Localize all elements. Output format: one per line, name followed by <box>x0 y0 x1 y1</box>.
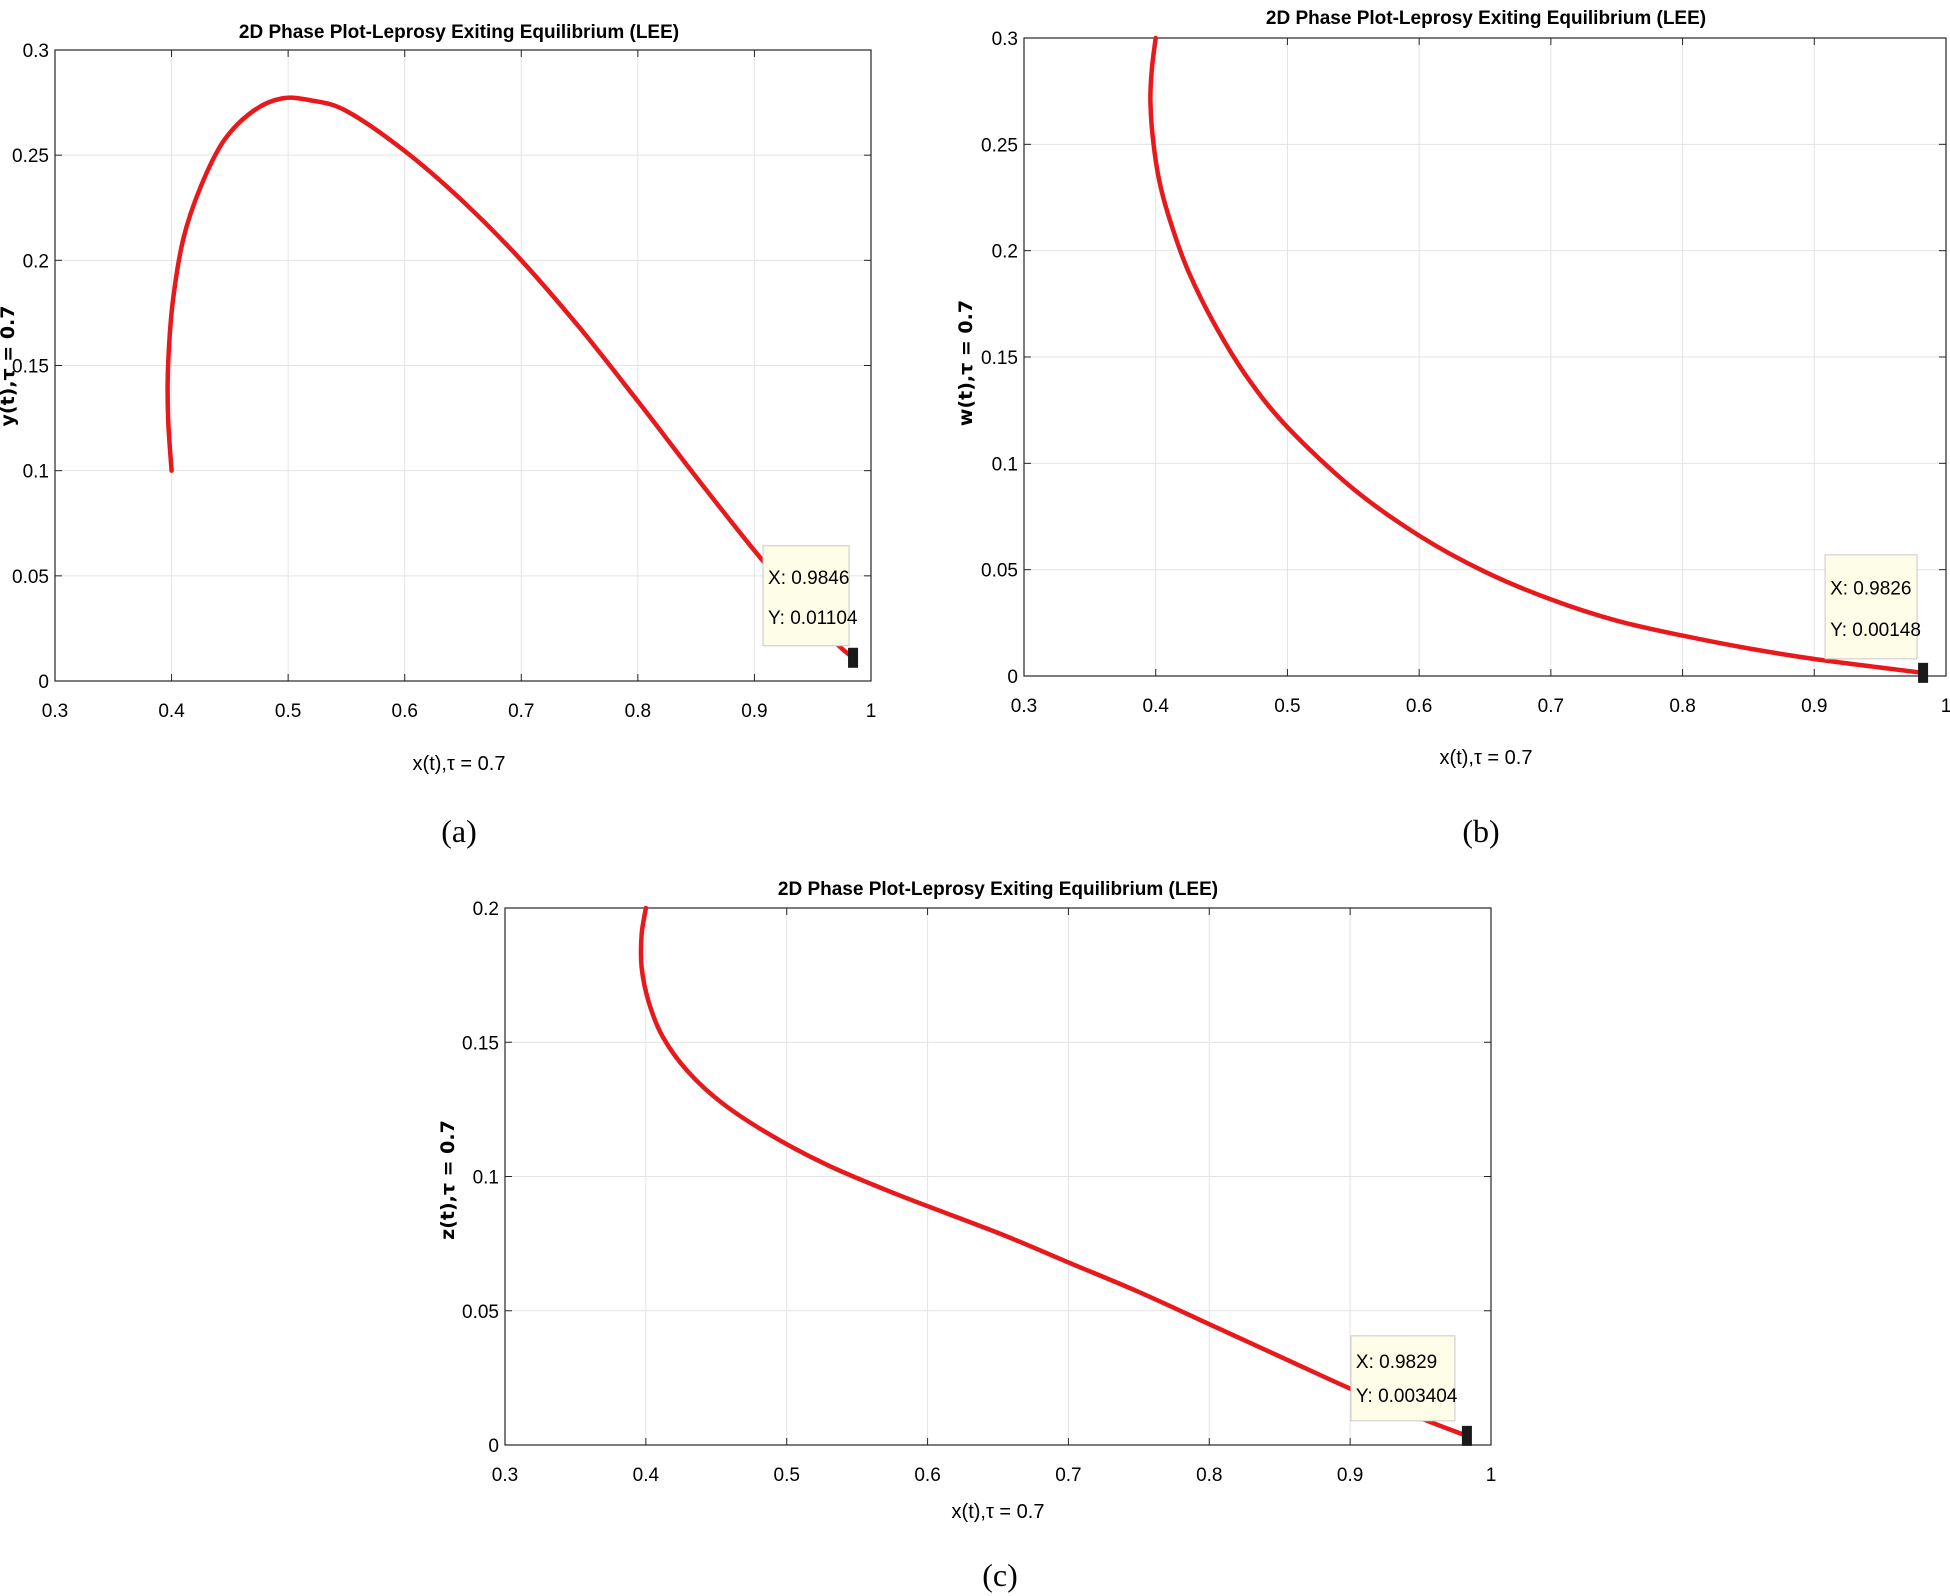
trajectory-line <box>1148 35 1926 676</box>
trajectory-line <box>165 95 856 661</box>
x-tick-label: 0.5 <box>774 1465 800 1486</box>
y-axis-label: z(t),τ = 0.7 <box>437 1120 459 1240</box>
x-tick-label: 0.8 <box>625 701 651 722</box>
x-tick-label: 0.8 <box>1669 696 1695 717</box>
datatip-box[interactable] <box>762 545 850 647</box>
subplot-c: 2D Phase Plot-Leprosy Exiting Equilibriu… <box>437 879 1496 1593</box>
x-axis-label: x(t),τ = 0.7 <box>952 1501 1045 1523</box>
x-tick-label: 1 <box>1486 1465 1497 1486</box>
y-tick-label: 0.25 <box>12 146 49 167</box>
y-tick-label: 0.2 <box>992 242 1018 263</box>
datatip-x-value: X: 0.9846 <box>768 568 849 589</box>
chart-title: 2D Phase Plot-Leprosy Exiting Equilibriu… <box>239 22 679 43</box>
y-tick-label: 0.05 <box>12 567 49 588</box>
y-tick-label: 0.15 <box>981 348 1018 369</box>
datatip-x-value: X: 0.9826 <box>1830 578 1911 599</box>
panel-label: (b) <box>1462 813 1499 849</box>
y-tick-label: 0.1 <box>23 462 49 483</box>
y-tick-label: 0.1 <box>992 454 1018 475</box>
x-tick-label: 0.6 <box>914 1465 940 1486</box>
y-tick-label: 0.3 <box>992 29 1018 50</box>
y-tick-label: 0.05 <box>981 561 1018 582</box>
y-tick-label: 0 <box>38 672 49 693</box>
subplot-b: 2D Phase Plot-Leprosy Exiting Equilibriu… <box>955 8 1950 849</box>
trajectory-line <box>638 905 1470 1439</box>
chart-title: 2D Phase Plot-Leprosy Exiting Equilibriu… <box>1266 8 1706 29</box>
x-tick-label: 0.7 <box>508 701 534 722</box>
datatip-box[interactable] <box>1350 1335 1456 1422</box>
panel-label: (c) <box>982 1557 1018 1593</box>
x-tick-label: 0.9 <box>1801 696 1827 717</box>
datatip-x-value: X: 0.9829 <box>1356 1352 1437 1373</box>
y-tick-label: 0.2 <box>23 251 49 272</box>
x-tick-label: 0.3 <box>42 701 68 722</box>
datatip-y-value: Y: 0.01104 <box>768 608 858 629</box>
y-axis-label: y(t),τ = 0.7 <box>0 306 19 427</box>
x-tick-label: 0.7 <box>1538 696 1564 717</box>
y-tick-label: 0.15 <box>12 357 49 378</box>
x-tick-label: 0.6 <box>392 701 418 722</box>
x-tick-label: 1 <box>1941 696 1950 717</box>
x-tick-label: 0.8 <box>1196 1465 1222 1486</box>
y-tick-label: 0.05 <box>462 1302 499 1323</box>
x-tick-label: 0.7 <box>1055 1465 1081 1486</box>
datatip-marker[interactable] <box>1461 1425 1472 1446</box>
datatip-marker[interactable] <box>1918 662 1929 683</box>
x-tick-label: 1 <box>866 701 877 722</box>
y-tick-label: 0.1 <box>473 1168 499 1189</box>
x-tick-label: 0.5 <box>275 701 301 722</box>
y-tick-label: 0.3 <box>23 41 49 62</box>
panel-label: (a) <box>441 813 477 849</box>
x-tick-label: 0.5 <box>1274 696 1300 717</box>
x-axis-label: x(t),τ = 0.7 <box>413 753 506 775</box>
y-tick-label: 0 <box>488 1436 499 1457</box>
x-tick-label: 0.3 <box>492 1465 518 1486</box>
x-axis-label: x(t),τ = 0.7 <box>1440 747 1533 769</box>
datatip-y-value: Y: 0.00148 <box>1830 620 1921 641</box>
x-tick-label: 0.4 <box>158 701 185 722</box>
y-tick-label: 0.15 <box>462 1033 499 1054</box>
x-tick-label: 0.6 <box>1406 696 1432 717</box>
datatip-marker[interactable] <box>848 647 859 668</box>
datatip-y-value: Y: 0.003404 <box>1356 1386 1458 1407</box>
x-tick-label: 0.4 <box>633 1465 660 1486</box>
x-tick-label: 0.9 <box>1337 1465 1363 1486</box>
chart-title: 2D Phase Plot-Leprosy Exiting Equilibriu… <box>778 879 1218 900</box>
x-tick-label: 0.9 <box>741 701 767 722</box>
y-tick-label: 0.25 <box>981 135 1018 156</box>
x-tick-label: 0.4 <box>1143 696 1170 717</box>
y-tick-label: 0 <box>1007 667 1018 688</box>
x-tick-label: 0.3 <box>1011 696 1037 717</box>
subplot-a: 2D Phase Plot-Leprosy Exiting Equilibriu… <box>0 22 876 849</box>
y-tick-label: 0.2 <box>473 899 499 920</box>
datatip-box[interactable] <box>1824 554 1918 660</box>
y-axis-label: w(t),τ = 0.7 <box>955 300 977 426</box>
